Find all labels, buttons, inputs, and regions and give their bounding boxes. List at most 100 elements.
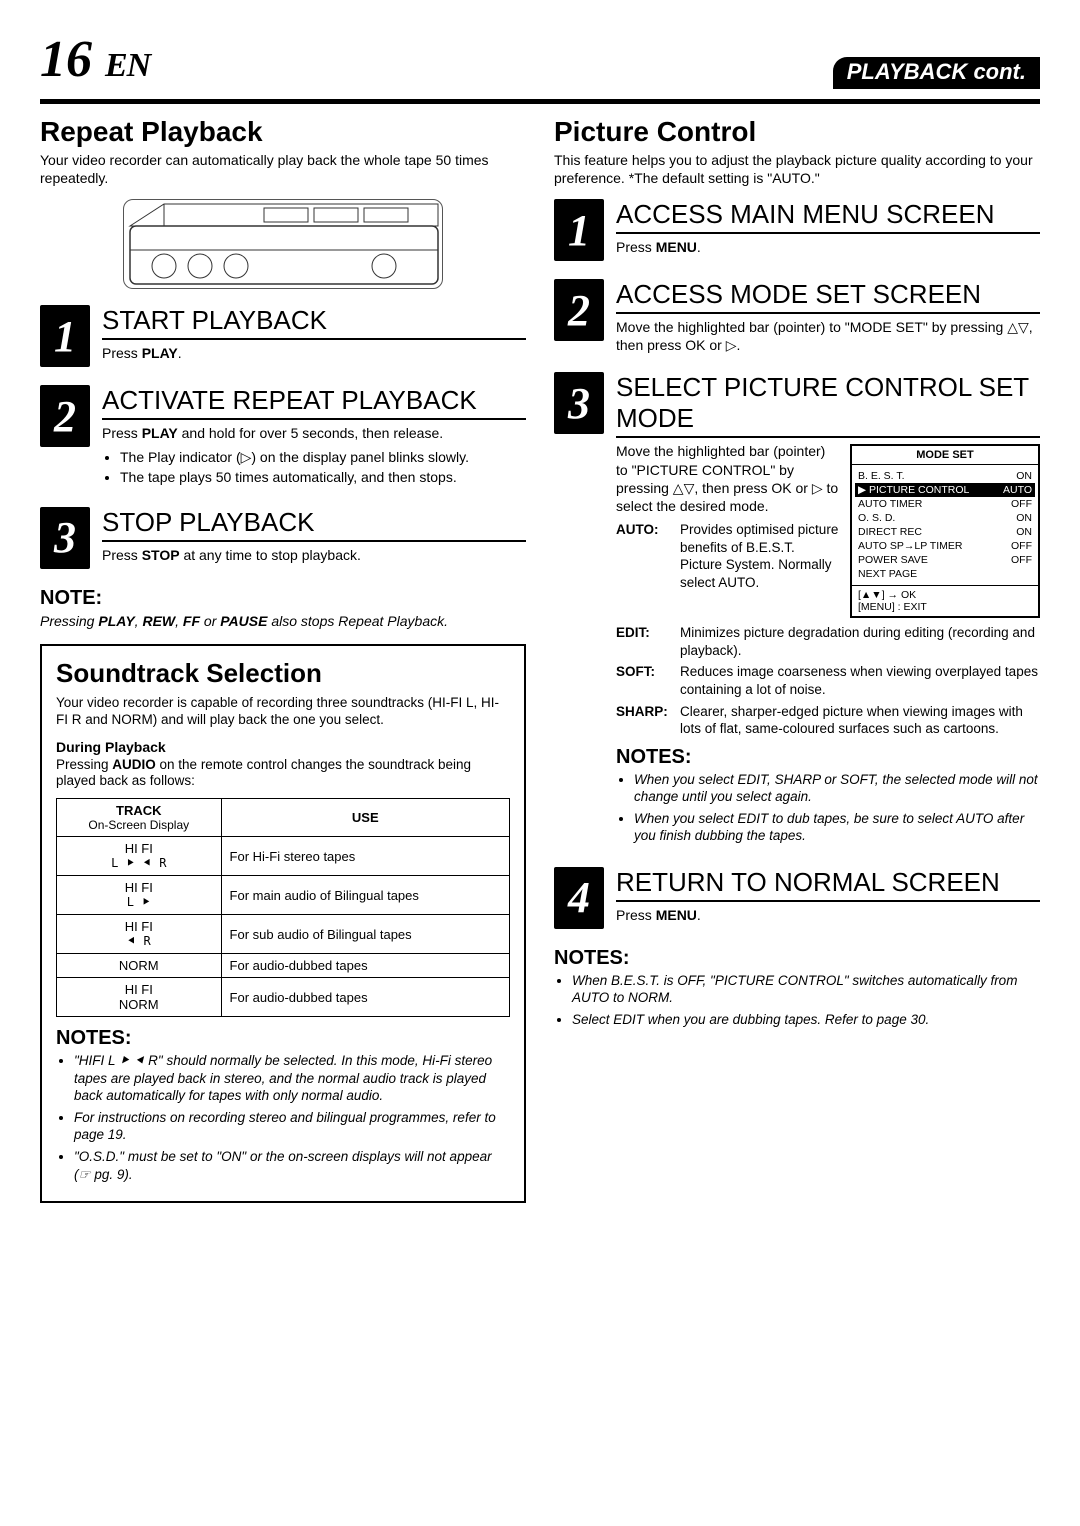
step-desc: Press STOP at any time to stop playback.	[102, 546, 526, 564]
step-title: ACCESS MAIN MENU SCREEN	[616, 199, 1040, 234]
th-use: USE	[221, 799, 509, 837]
step-1: 1 ACCESS MAIN MENU SCREEN Press MENU.	[554, 199, 1040, 261]
t: ⯇ R	[65, 934, 213, 949]
t: Press	[616, 907, 656, 923]
t: Pressing	[40, 613, 98, 629]
t: NORM	[65, 997, 213, 1012]
step-number: 3	[554, 372, 604, 434]
table-row: HI FI⯇ R For sub audio of Bilingual tape…	[57, 915, 510, 954]
mode-set-body: B. E. S. T.ON ▶ PICTURE CONTROLAUTO AUTO…	[852, 465, 1038, 585]
t: B. E. S. T.	[858, 470, 905, 482]
step-title: STOP PLAYBACK	[102, 507, 526, 542]
term-row: AUTO:Provides optimised picture benefits…	[616, 521, 840, 591]
notes-heading: NOTES:	[554, 947, 1040, 970]
t: HI FI	[65, 841, 213, 856]
step-2: 2 ACTIVATE REPEAT PLAYBACK Press PLAY an…	[40, 385, 526, 489]
note-body: Pressing PLAY, REW, FF or PAUSE also sto…	[40, 612, 526, 630]
t: [MENU] : EXIT	[858, 601, 1032, 613]
step-title: SELECT PICTURE CONTROL SET MODE	[616, 372, 1040, 438]
note-item: For instructions on recording stereo and…	[74, 1109, 510, 1144]
t: Press	[102, 345, 142, 361]
t: Press	[102, 547, 142, 563]
step-title: START PLAYBACK	[102, 305, 526, 340]
note-item: "HIFI L ⯈ ⯇ R" should normally be select…	[74, 1052, 510, 1105]
page-header: 16 EN PLAYBACK cont.	[40, 30, 1040, 89]
header-rule	[40, 99, 1040, 104]
mode-set-row-selected: ▶ PICTURE CONTROLAUTO	[855, 483, 1035, 497]
table-row: HI FIL ⯈ ⯇ R For Hi-Fi stereo tapes	[57, 837, 510, 876]
table-row: HI FIL ⯈ For main audio of Bilingual tap…	[57, 876, 510, 915]
step-desc: Press PLAY and hold for over 5 seconds, …	[102, 424, 526, 442]
t: and hold for over 5 seconds, then releas…	[178, 425, 443, 441]
t: HI FI	[65, 919, 213, 934]
t: AUTO:	[616, 521, 672, 591]
vcr-illustration-svg	[124, 200, 444, 290]
step-desc: Press MENU.	[616, 238, 1040, 256]
t: .	[697, 907, 701, 923]
t: HI FI	[65, 982, 213, 997]
t: For Hi-Fi stereo tapes	[221, 837, 509, 876]
page-lang: EN	[105, 47, 150, 84]
t: AUTO TIMER	[858, 498, 922, 510]
step-desc: Press PLAY.	[102, 344, 526, 362]
page-number-tag: 16 EN	[40, 30, 150, 89]
during-playback-body: Pressing AUDIO on the remote control cha…	[56, 757, 510, 791]
step-desc: Press MENU.	[616, 906, 1040, 924]
step-title: RETURN TO NORMAL SCREEN	[616, 867, 1040, 902]
t: For sub audio of Bilingual tapes	[221, 915, 509, 954]
t: TRACK	[65, 803, 213, 818]
mode-set-row: O. S. D.ON	[858, 511, 1032, 525]
picture-notes-2: When B.E.S.T. is OFF, "PICTURE CONTROL" …	[554, 972, 1040, 1029]
t: PLAY	[142, 425, 178, 441]
note-item: When B.E.S.T. is OFF, "PICTURE CONTROL" …	[572, 972, 1040, 1007]
t: HI FI	[65, 880, 213, 895]
term-row: SHARP:Clearer, sharper-edged picture whe…	[616, 703, 1040, 738]
left-column: Repeat Playback Your video recorder can …	[40, 116, 526, 1203]
mode-set-title: MODE SET	[852, 446, 1038, 465]
picture-notes-1: When you select EDIT, SHARP or SOFT, the…	[616, 771, 1040, 845]
picture-control-intro: This feature helps you to adjust the pla…	[554, 152, 1040, 187]
t: MENU	[656, 907, 697, 923]
t: ON	[1016, 470, 1032, 482]
th-track: TRACK On-Screen Display	[57, 799, 222, 837]
soundtrack-selection-box: Soundtrack Selection Your video recorder…	[40, 644, 526, 1203]
mode-set-row: AUTO SP→LP TIMER OFF	[858, 539, 1032, 553]
t: AUTO	[1003, 484, 1032, 496]
t: PAUSE	[220, 613, 267, 629]
mode-set-foot: [▲▼] → OK [MENU] : EXIT	[852, 585, 1038, 616]
t: .	[178, 345, 182, 361]
t: Clearer, sharper-edged picture when view…	[680, 703, 1040, 738]
t: Minimizes picture degradation during edi…	[680, 624, 1040, 659]
step-4: 4 RETURN TO NORMAL SCREEN Press MENU.	[554, 867, 1040, 929]
t: For main audio of Bilingual tapes	[221, 876, 509, 915]
t: Pressing	[56, 757, 112, 772]
step-number: 4	[554, 867, 604, 929]
t: AUTO SP→LP TIMER	[858, 540, 962, 552]
right-column: Picture Control This feature helps you t…	[554, 116, 1040, 1203]
notes-heading: NOTES:	[56, 1027, 510, 1050]
picture-control-title: Picture Control	[554, 116, 1040, 148]
soundtrack-intro: Your video recorder is capable of record…	[56, 695, 510, 729]
t: .	[697, 239, 701, 255]
t: PICTURE CONTROL	[869, 484, 969, 496]
t: [▲▼] → OK	[858, 589, 1032, 601]
t: L ⯈	[65, 895, 213, 910]
t: NEXT PAGE	[858, 568, 917, 580]
t: SHARP:	[616, 703, 672, 738]
t: OFF	[1011, 540, 1032, 552]
step-bullets: The Play indicator (▷) on the display pa…	[102, 448, 526, 486]
step-desc: Move the highlighted bar (pointer) to "M…	[616, 318, 1040, 354]
step-number: 2	[554, 279, 604, 341]
note-heading: NOTE:	[40, 587, 526, 610]
repeat-playback-intro: Your video recorder can automatically pl…	[40, 152, 526, 187]
mode-set-row: NEXT PAGE	[858, 567, 1032, 581]
t: For audio-dubbed tapes	[221, 954, 509, 978]
t: EDIT:	[616, 624, 672, 659]
step-title: ACTIVATE REPEAT PLAYBACK	[102, 385, 526, 420]
note-item: "O.S.D." must be set to "ON" or the on-s…	[74, 1148, 510, 1183]
t: ON	[1016, 526, 1032, 538]
step-1: 1 START PLAYBACK Press PLAY.	[40, 305, 526, 367]
mode-set-row: DIRECT RECON	[858, 525, 1032, 539]
page-number: 16	[40, 31, 92, 88]
term-row: EDIT:Minimizes picture degradation durin…	[616, 624, 1040, 659]
